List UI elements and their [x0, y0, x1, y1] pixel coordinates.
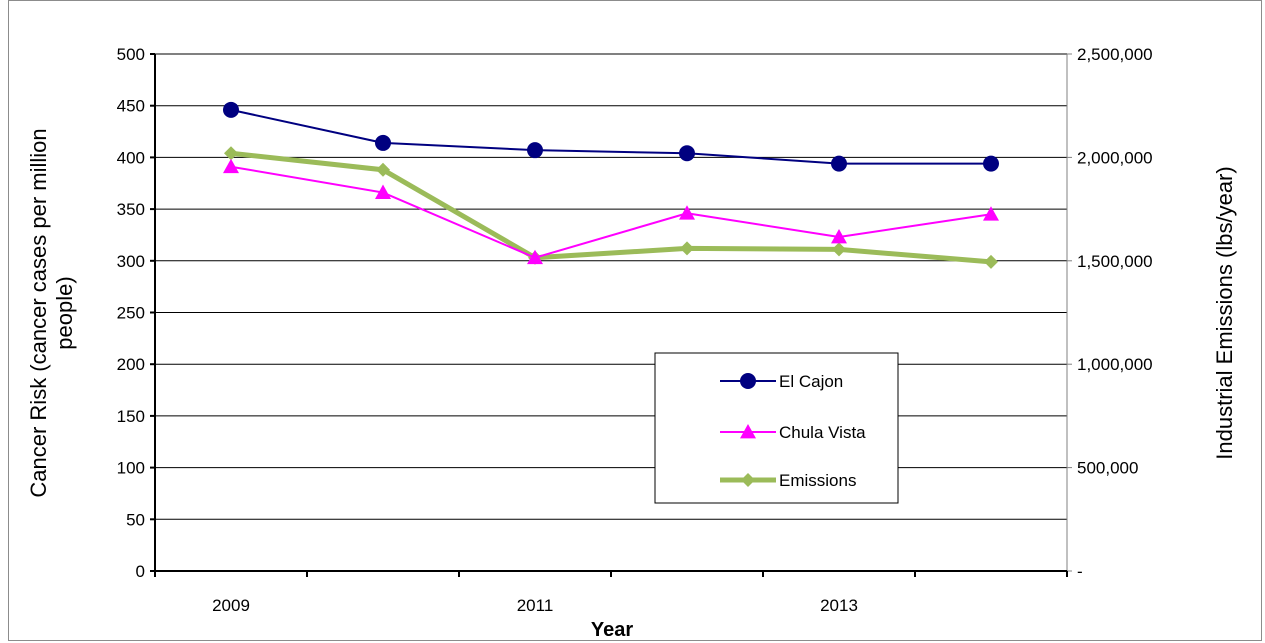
series-emissions [224, 146, 998, 269]
data-point [224, 146, 238, 161]
y-tick-label: 150 [117, 407, 145, 426]
data-point [679, 205, 695, 220]
legend-entry: Emissions [720, 471, 856, 490]
data-point [984, 254, 998, 269]
x-tick-label: 2009 [212, 596, 250, 615]
y-tick-label: 100 [117, 459, 145, 478]
series-line [230, 165, 992, 259]
data-point [832, 242, 846, 257]
y2-tick-label: 2,000,000 [1077, 148, 1153, 167]
x-tick-label: 2013 [820, 596, 858, 615]
data-point [831, 155, 847, 172]
y-tick-label: 0 [136, 562, 145, 581]
y2-tick-label: 2,500,000 [1077, 45, 1153, 64]
legend-marker [740, 373, 756, 389]
gridlines [155, 53, 1067, 520]
series-el-cajon [223, 101, 999, 172]
legend-label: Chula Vista [779, 423, 866, 442]
data-point [375, 134, 391, 151]
y-tick-label: 200 [117, 355, 145, 374]
legend-entry: El Cajon [720, 372, 843, 391]
y2-axis-title: Industrial Emissions (lbs/year) [1212, 166, 1237, 459]
y-tick-label: 450 [117, 97, 145, 116]
series-layer [223, 101, 999, 269]
y-tick-label: 400 [117, 148, 145, 167]
series-chula-vista [223, 158, 999, 265]
data-point [831, 229, 847, 244]
y-axis-title-line-2: people) [52, 276, 77, 349]
y-tick-label: 350 [117, 200, 145, 219]
legend-entry: Chula Vista [720, 423, 866, 442]
data-point [375, 184, 391, 199]
y2-tick-label: 1,500,000 [1077, 252, 1153, 271]
data-point [983, 155, 999, 172]
data-point [983, 206, 999, 221]
y-tick-label: 500 [117, 45, 145, 64]
legend-box [654, 352, 899, 504]
legend-label: El Cajon [779, 372, 843, 391]
y-tick-label: 300 [117, 252, 145, 271]
legend-label: Emissions [779, 471, 856, 490]
series-line [230, 150, 992, 265]
y2-tick-label: - [1077, 562, 1083, 581]
legend-marker [741, 473, 755, 487]
legend: El Cajon Chula Vista Emissions [654, 352, 899, 504]
y-tick-label: 50 [126, 510, 145, 529]
data-point [680, 241, 694, 256]
data-point [223, 101, 239, 118]
series-line [230, 108, 991, 165]
chart-frame [8, 0, 1262, 641]
x-axis-title: Year [591, 619, 633, 641]
y-tick-label: 250 [117, 304, 145, 323]
data-point [527, 249, 543, 265]
data-point [679, 145, 695, 162]
legend-marker [740, 424, 756, 439]
data-point [527, 142, 543, 159]
y2-tick-label: 1,000,000 [1077, 355, 1153, 374]
tick-labels: 0 50 100 150 200 250 300 350 400 450 500 - 500,000 1,… [117, 45, 1153, 615]
x-tick-label: 2011 [517, 596, 554, 615]
y2-tick-label: 500,000 [1077, 459, 1138, 478]
data-point [376, 162, 390, 177]
data-point [223, 158, 239, 174]
y-axis-title-line-1: Cancer Risk (cancer cases per million [26, 128, 51, 497]
axes [150, 53, 1072, 577]
